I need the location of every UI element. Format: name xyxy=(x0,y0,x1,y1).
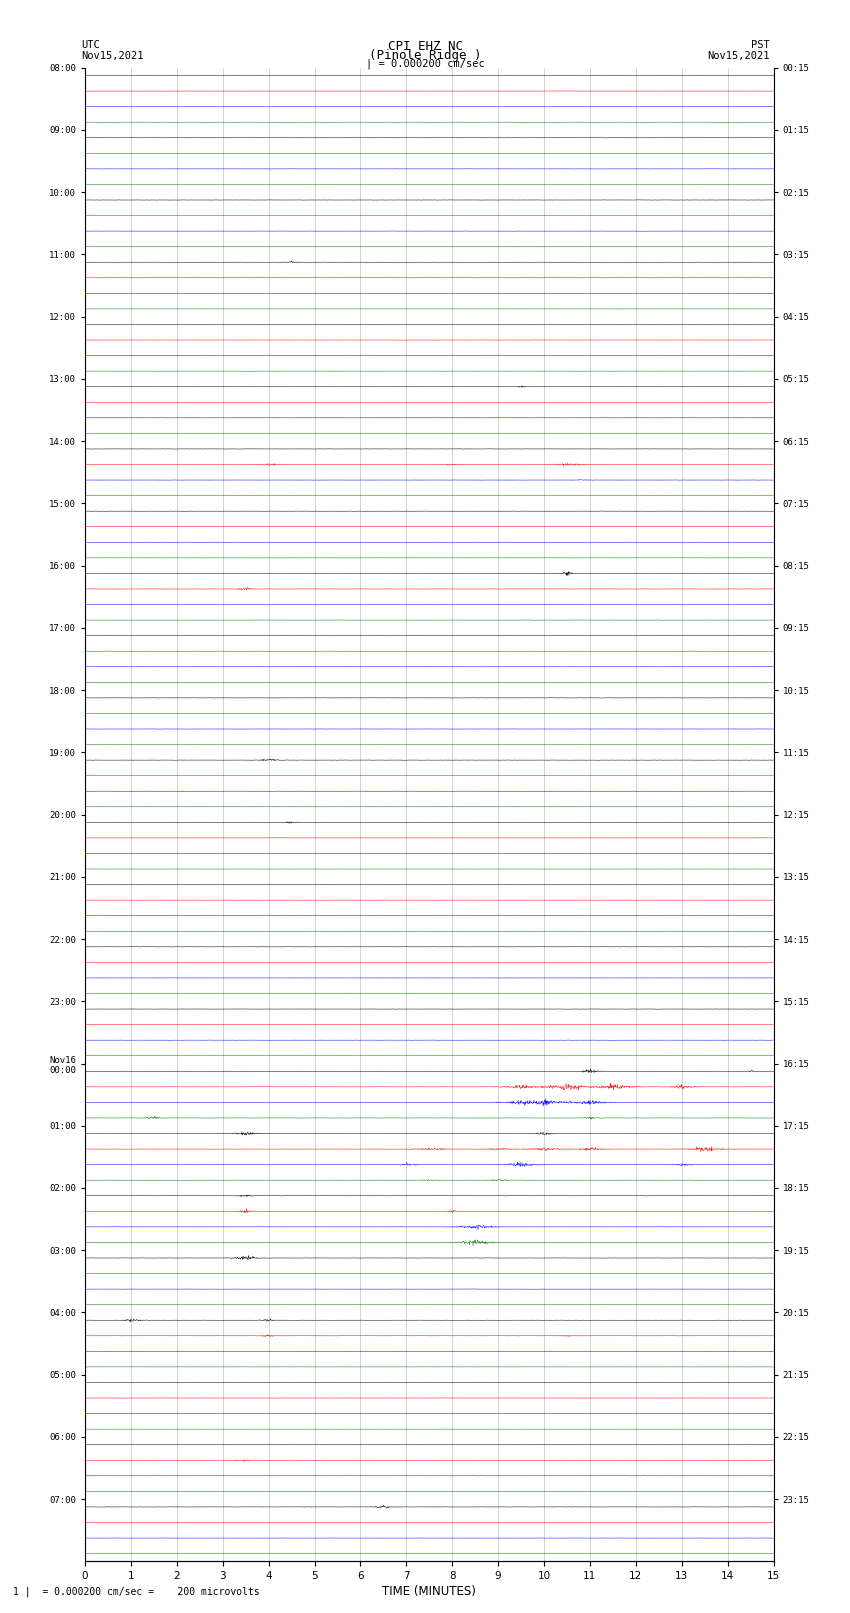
Text: | = 0.000200 cm/sec: | = 0.000200 cm/sec xyxy=(366,58,484,69)
Text: 1 |  = 0.000200 cm/sec =    200 microvolts: 1 | = 0.000200 cm/sec = 200 microvolts xyxy=(13,1586,259,1597)
Text: UTC
Nov15,2021: UTC Nov15,2021 xyxy=(81,39,144,61)
Text: PST
Nov15,2021: PST Nov15,2021 xyxy=(706,39,769,61)
Text: (Pinole Ridge ): (Pinole Ridge ) xyxy=(369,50,481,63)
Text: CPI EHZ NC: CPI EHZ NC xyxy=(388,39,462,53)
X-axis label: TIME (MINUTES): TIME (MINUTES) xyxy=(382,1586,476,1598)
